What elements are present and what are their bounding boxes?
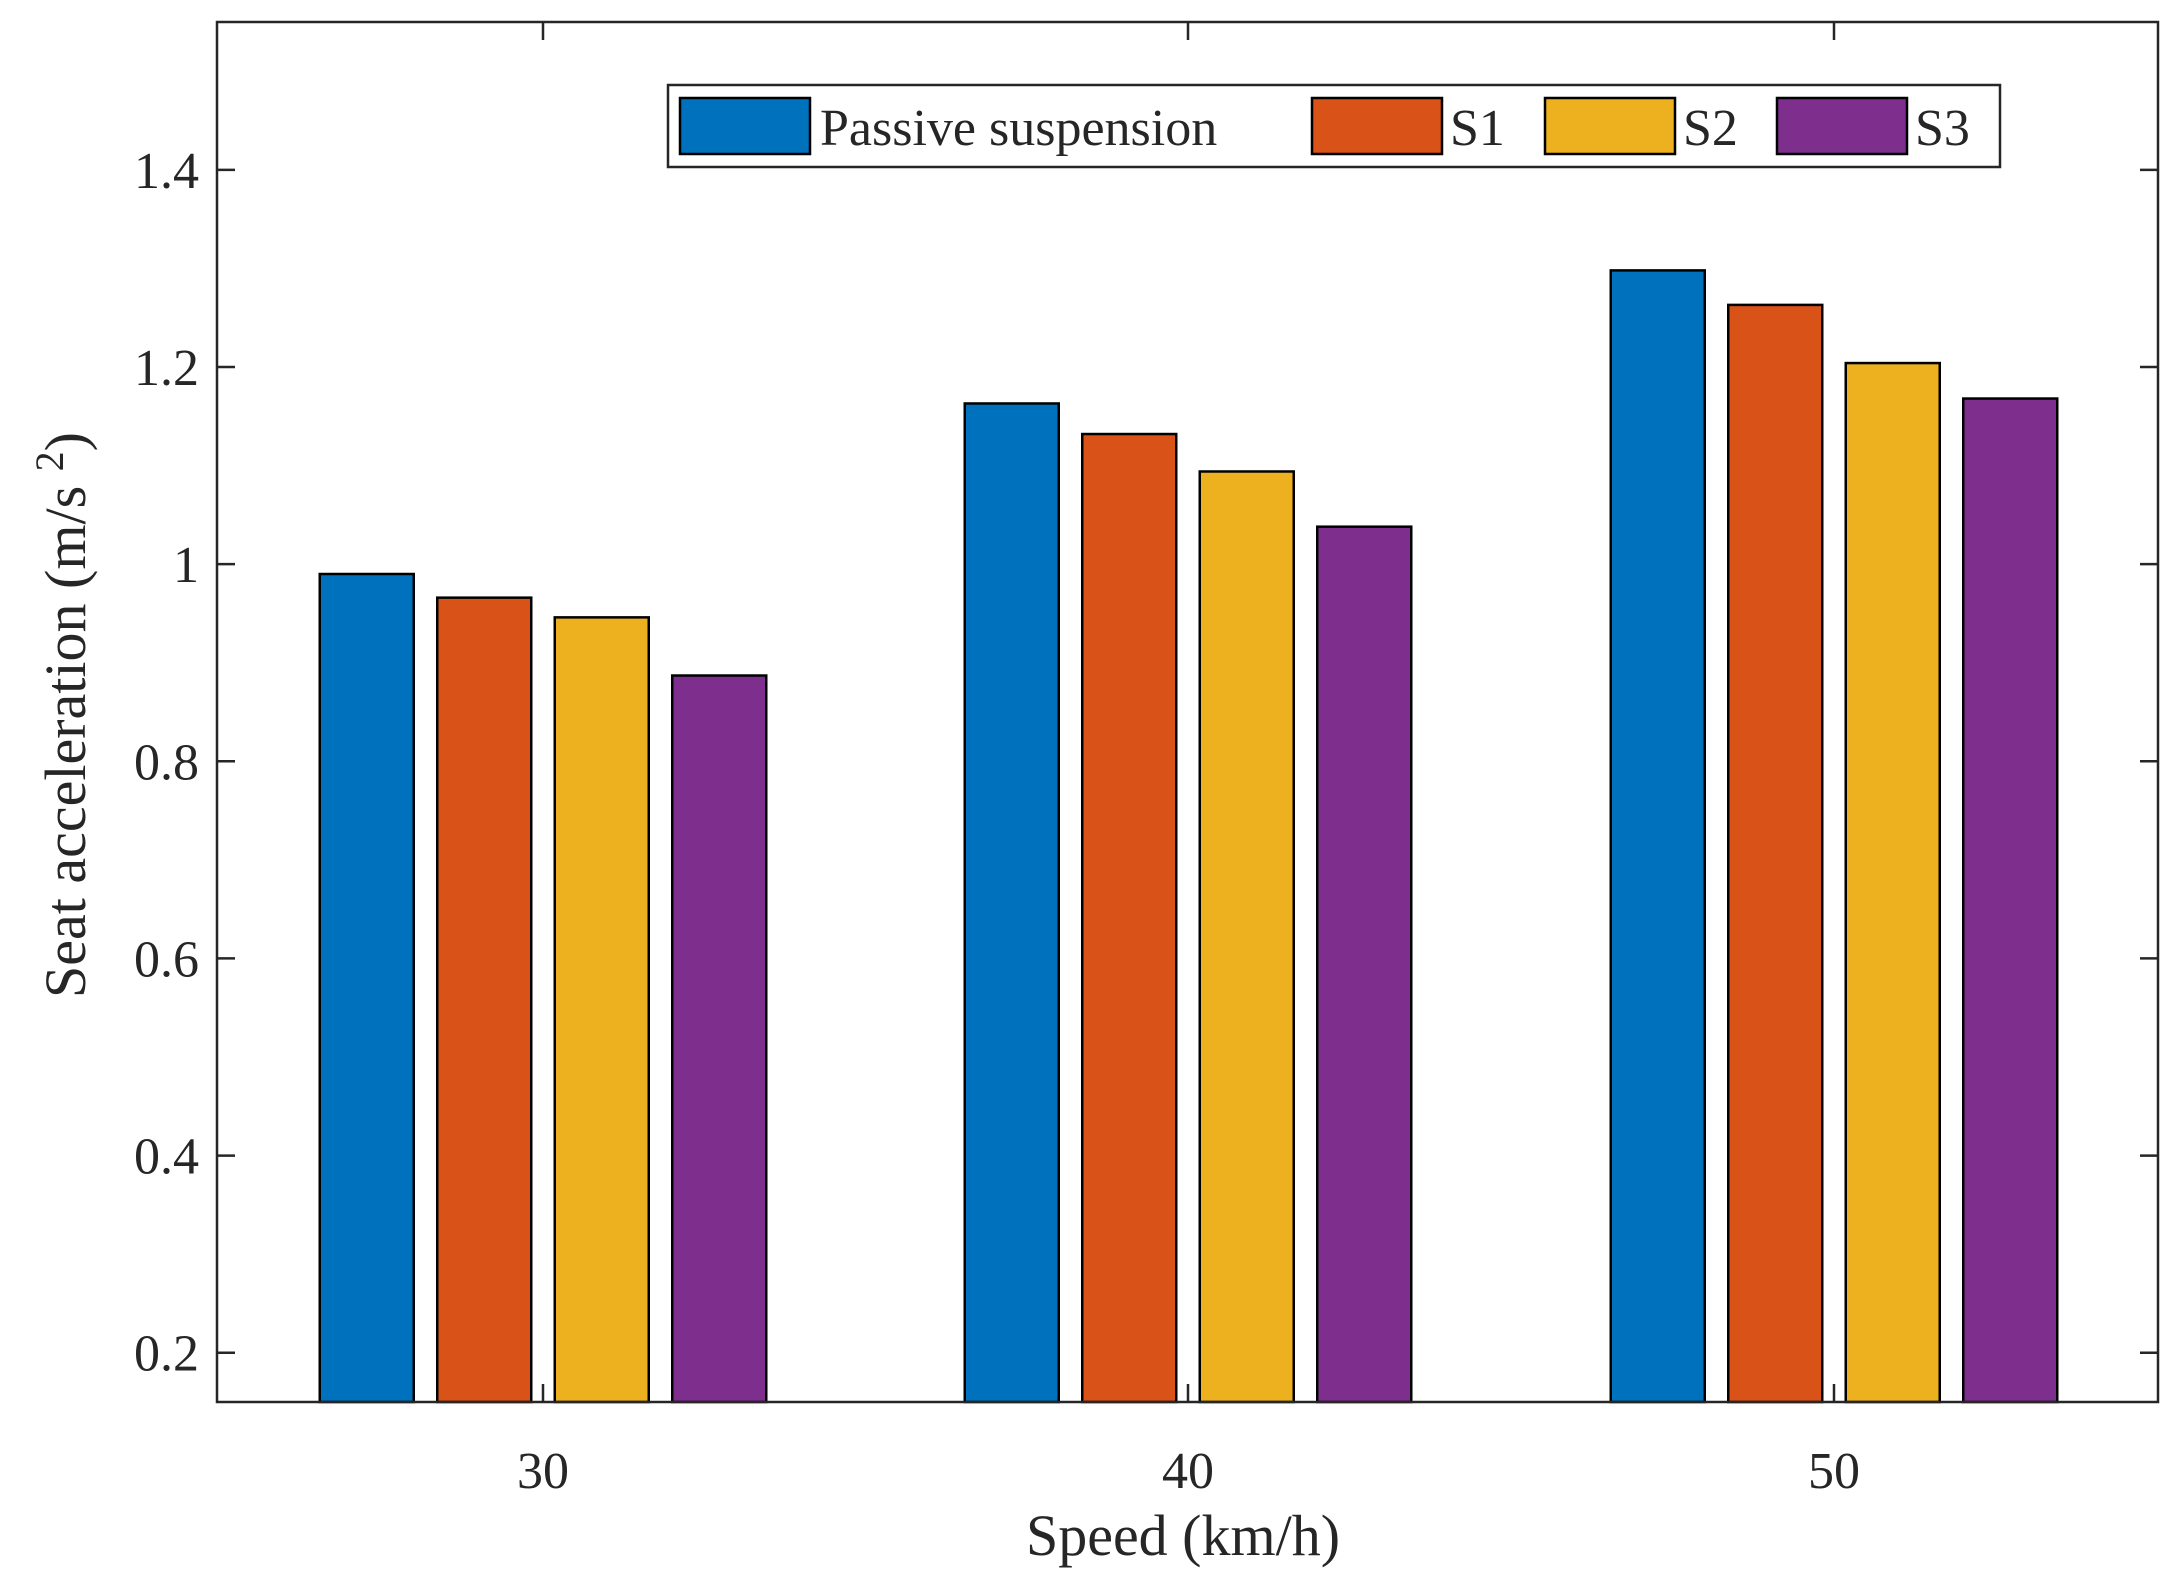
bar-passive-suspension-30 [318,572,415,1404]
bars-layer [318,269,2059,1404]
y-tick-label: 0.2 [134,1326,199,1383]
y-tick-label: 1.4 [134,143,199,200]
bar-passive-suspension-50 [1609,269,1706,1404]
y-axis-title: Seat acceleration (m/s 2) [27,432,98,998]
y-tick-label: 0.6 [134,931,199,988]
x-tick-label: 50 [1808,1443,1860,1500]
legend-label-s3: S3 [1915,100,1970,157]
y-tick-label: 1 [173,537,199,594]
x-tick-label: 40 [1162,1443,1214,1500]
bar-s3-40 [1316,525,1413,1404]
bar-passive-suspension-40 [963,402,1060,1404]
bar-s2-50 [1844,361,1941,1404]
bar-s2-30 [553,616,650,1404]
bar-s1-50 [1727,303,1824,1404]
y-axis-title-close: ) [33,432,98,451]
legend-label-s2: S2 [1683,100,1738,157]
y-axis-title-main: Seat acceleration (m/s [33,471,98,998]
ticks-layer: 0.2 0.4 0.6 0.8 1 1.2 1.4 30 40 50 [134,22,2158,1500]
bar-s1-40 [1081,432,1178,1404]
legend-swatch-s1 [1310,96,1444,156]
legend-swatch-passive-suspension [678,96,812,156]
bar-s3-30 [671,674,768,1404]
legend-swatch-s3 [1775,96,1909,156]
y-tick-label: 0.4 [134,1129,199,1186]
y-tick-label: 1.2 [134,340,199,397]
x-axis-title: Speed (km/h) [1026,1503,1340,1568]
legend-label-s1: S1 [1450,100,1505,157]
bar-s1-30 [436,596,533,1404]
legend-swatch-s2 [1543,96,1677,156]
x-tick-label: 30 [517,1443,569,1500]
bar-s3-50 [1962,397,2059,1404]
y-axis-title-superscript: 2 [27,451,72,471]
y-tick-label: 0.8 [134,734,199,791]
bar-s2-40 [1198,470,1295,1404]
legend-label-passive-suspension: Passive suspension [820,100,1217,157]
legend: Passive suspension S1 S2 S3 [666,83,2002,169]
